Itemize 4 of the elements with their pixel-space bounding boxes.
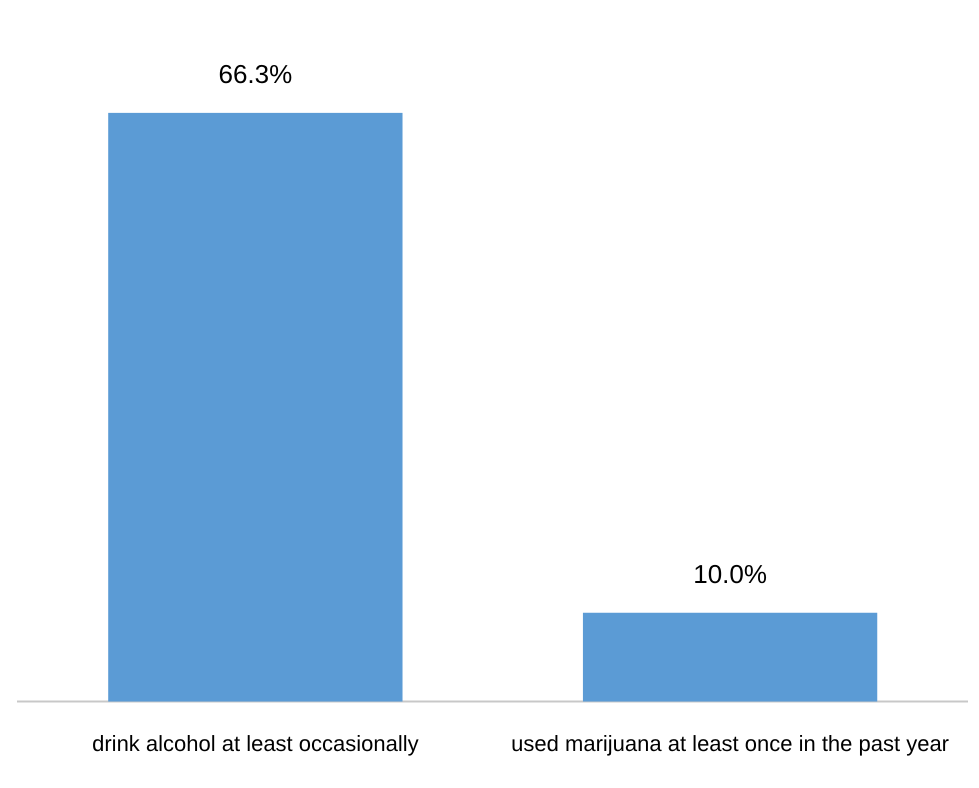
x-tick-label: drink alcohol at least occasionally (92, 730, 419, 756)
data-label: 10.0% (693, 558, 767, 589)
x-tick-label: used marijuana at least once in the past year (511, 730, 950, 756)
data-label: 66.3% (218, 59, 292, 90)
